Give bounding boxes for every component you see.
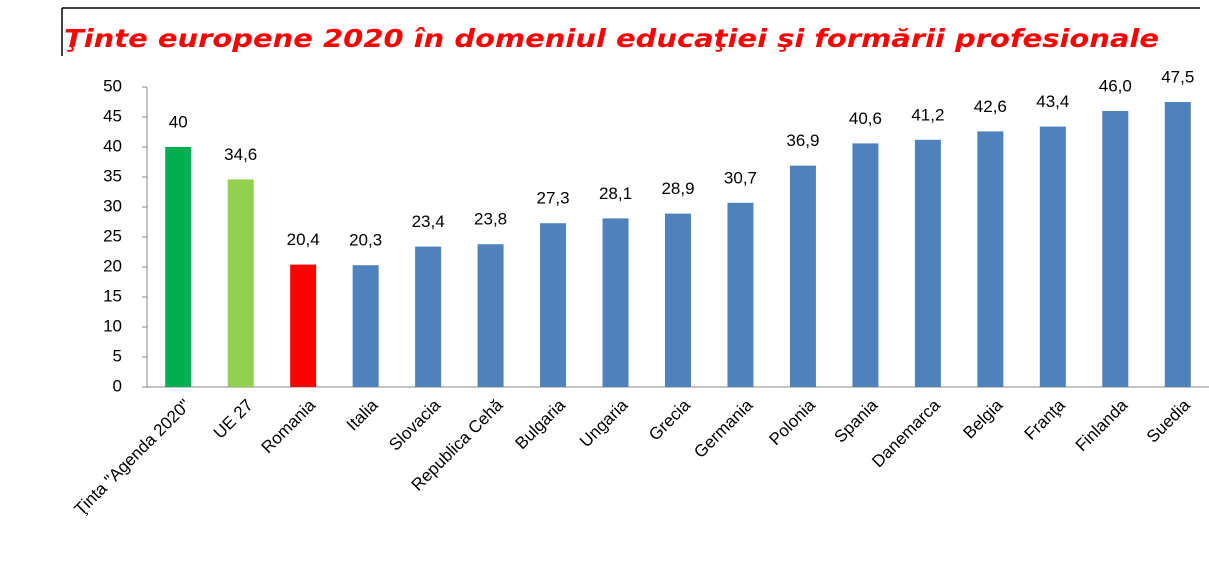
- chart-title: Ţinte europene 2020 în domeniul educaţie…: [64, 24, 1159, 53]
- bar: [602, 218, 629, 387]
- x-tick-label: Bulgaria: [512, 395, 570, 453]
- data-label: 20,3: [349, 231, 382, 250]
- y-tick-label: 40: [103, 136, 122, 155]
- data-label: 40,6: [849, 109, 882, 128]
- y-tick-label: 20: [103, 256, 122, 275]
- y-tick-label: 30: [103, 196, 122, 215]
- data-label: 41,2: [911, 105, 944, 124]
- y-tick-label: 0: [113, 376, 122, 395]
- data-label: 28,1: [599, 184, 632, 203]
- x-tick-label: Polonia: [765, 395, 819, 449]
- data-label: 23,4: [412, 212, 445, 231]
- x-tick-label: Grecia: [645, 395, 694, 444]
- bar: [1102, 111, 1129, 387]
- y-tick-label: 10: [103, 316, 122, 335]
- x-tick-label: Romania: [258, 395, 320, 457]
- x-tick-label: Danemarca: [868, 395, 944, 471]
- data-label: 20,4: [287, 230, 320, 249]
- data-label: 40: [169, 112, 188, 131]
- y-tick-label: 5: [113, 346, 122, 365]
- x-tick-label: Ungaria: [576, 395, 632, 451]
- data-label: 46,0: [1099, 76, 1132, 95]
- bar: [727, 202, 754, 387]
- y-tick-label: 50: [103, 76, 122, 95]
- bar: [540, 223, 567, 387]
- data-label: 43,4: [1036, 92, 1069, 111]
- bar: [852, 143, 879, 387]
- x-tick-label: Suedia: [1143, 395, 1194, 446]
- y-tick-label: 15: [103, 286, 122, 305]
- data-label: 27,3: [537, 189, 570, 208]
- bar: [914, 139, 941, 387]
- data-label: 42,6: [974, 97, 1007, 116]
- data-label: 47,5: [1161, 67, 1194, 86]
- x-tick-label: Finlanda: [1072, 395, 1132, 455]
- data-label: 30,7: [724, 168, 757, 187]
- bar: [415, 246, 442, 387]
- bar: [352, 265, 379, 387]
- y-tick-label: 45: [103, 106, 122, 125]
- data-label: 23,8: [474, 210, 507, 229]
- bar: [1039, 126, 1066, 387]
- bar: [290, 264, 317, 387]
- x-tick-label: UE 27: [210, 396, 257, 443]
- x-tick-label: Spania: [831, 395, 882, 446]
- data-label: 28,9: [661, 179, 694, 198]
- bar: [477, 244, 504, 387]
- x-tick-label: Italia: [343, 395, 382, 434]
- bar: [977, 131, 1004, 387]
- bar: [1164, 102, 1191, 387]
- x-tick-label: Franţa: [1021, 395, 1070, 444]
- x-tick-label: Ţinta "Agenda 2020": [71, 396, 195, 520]
- y-tick-label: 35: [103, 166, 122, 185]
- x-tick-label: Germania: [690, 395, 757, 462]
- x-tick-label: Belgia: [959, 395, 1006, 442]
- bar: [227, 179, 254, 387]
- data-label: 36,9: [786, 131, 819, 150]
- bar: [665, 213, 691, 387]
- data-label: 34,6: [224, 145, 257, 164]
- y-tick-label: 25: [103, 226, 122, 245]
- bar: [165, 147, 192, 387]
- x-tick-label: Slovacia: [385, 395, 444, 454]
- bar: [789, 165, 816, 387]
